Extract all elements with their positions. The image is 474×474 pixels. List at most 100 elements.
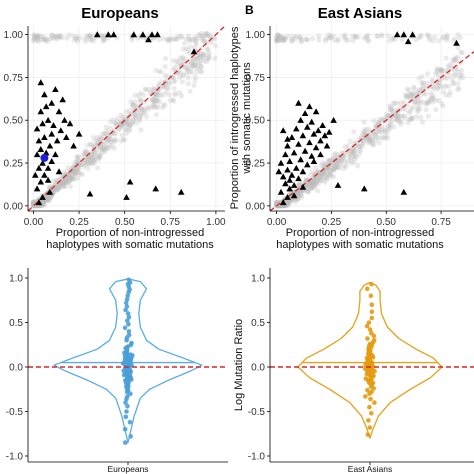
background-point	[439, 69, 445, 75]
background-point	[129, 37, 135, 43]
background-point	[71, 166, 77, 173]
background-point	[70, 33, 76, 39]
background-point	[158, 92, 164, 98]
background-point	[71, 37, 77, 43]
background-point	[197, 32, 203, 38]
background-point	[93, 138, 99, 144]
background-point	[107, 132, 113, 139]
background-point	[291, 33, 297, 39]
background-point	[365, 38, 371, 44]
x-tick-label-europeans-0: 0.00	[24, 217, 44, 228]
background-point	[73, 170, 79, 176]
background-point	[68, 166, 75, 172]
background-point	[31, 36, 37, 42]
background-point	[352, 153, 358, 160]
background-point	[112, 131, 119, 137]
violin-point	[124, 377, 130, 382]
background-point	[58, 178, 65, 184]
background-point	[298, 192, 304, 198]
background-point	[430, 96, 436, 102]
background-point	[459, 71, 465, 78]
background-point	[278, 37, 284, 44]
background-point	[30, 199, 37, 205]
violin-point	[126, 329, 132, 334]
background-point	[325, 35, 331, 41]
triangle-point	[297, 116, 304, 123]
background-point	[85, 165, 91, 172]
background-point	[458, 67, 464, 73]
background-point	[137, 111, 143, 117]
background-point	[62, 174, 68, 180]
background-point	[303, 181, 309, 187]
triangle-point	[279, 127, 287, 134]
background-point	[307, 172, 314, 178]
background-point	[127, 123, 133, 129]
background-point	[455, 32, 461, 38]
background-point	[185, 48, 191, 54]
triangle-point	[37, 146, 45, 152]
background-point	[198, 69, 204, 75]
triangle-point	[46, 142, 54, 149]
background-point	[314, 177, 320, 183]
background-point	[425, 100, 432, 106]
background-point	[457, 75, 463, 81]
background-point	[82, 36, 88, 42]
background-point	[130, 119, 136, 125]
background-point	[201, 51, 207, 57]
background-point	[294, 188, 301, 194]
background-point	[379, 135, 385, 141]
background-point	[95, 154, 101, 160]
background-point	[296, 182, 302, 188]
background-point	[328, 35, 334, 41]
background-point	[341, 163, 347, 169]
triangle-point	[139, 31, 147, 38]
background-point	[328, 162, 334, 168]
background-point	[62, 176, 68, 183]
violin-point	[368, 396, 373, 402]
background-point	[192, 61, 198, 67]
background-point	[190, 57, 196, 63]
background-point	[426, 37, 432, 43]
background-point	[143, 87, 149, 93]
background-point	[154, 92, 160, 98]
background-point	[97, 144, 103, 150]
background-point	[204, 59, 210, 65]
background-point	[47, 185, 53, 191]
background-point	[316, 174, 323, 180]
background-point	[185, 33, 192, 39]
background-point	[342, 32, 348, 38]
background-point	[433, 68, 439, 74]
background-point	[56, 184, 62, 190]
violin-panel-east-asians: -1.0 -0.5 0.0 0.5 1.0 East Asians Log Mutati…	[233, 268, 474, 474]
background-point	[413, 114, 420, 120]
background-point	[363, 135, 369, 141]
background-point	[332, 162, 338, 168]
background-point	[345, 158, 351, 165]
background-point	[132, 114, 139, 120]
background-point	[72, 159, 78, 165]
background-point	[379, 116, 385, 122]
background-point	[361, 129, 367, 135]
background-point	[439, 101, 445, 107]
triangle-point	[52, 151, 59, 158]
background-point	[138, 112, 144, 118]
background-point	[161, 91, 167, 98]
background-point	[187, 62, 193, 68]
background-point	[386, 126, 392, 132]
background-point	[58, 180, 64, 187]
background-point	[191, 82, 197, 88]
background-point	[120, 120, 126, 126]
background-point	[340, 157, 346, 163]
background-point	[309, 179, 315, 185]
background-point	[42, 36, 48, 42]
violin-point	[124, 345, 129, 350]
background-point	[402, 106, 408, 112]
background-point	[420, 85, 426, 91]
background-point	[91, 38, 97, 44]
background-point	[331, 174, 337, 180]
background-point	[424, 80, 430, 86]
triangle-point	[44, 176, 52, 183]
background-point	[142, 86, 148, 92]
background-point	[437, 79, 443, 85]
